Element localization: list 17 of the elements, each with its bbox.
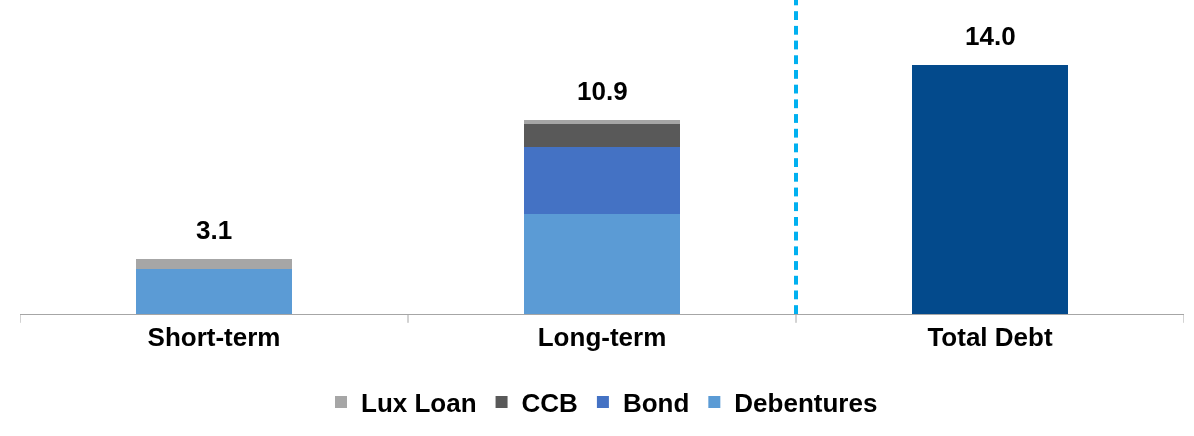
bar (524, 214, 680, 314)
bar (136, 269, 292, 314)
x-tick-label: Total Debt (927, 322, 1053, 353)
x-tick-label: Long-term (537, 322, 667, 353)
legend-label: Bond (622, 388, 690, 419)
bar (136, 258, 292, 270)
x-tick-label: Short-term (147, 322, 281, 353)
bar (524, 146, 680, 215)
bar (524, 120, 680, 124)
bar (524, 123, 680, 147)
annotation: 10.9 (577, 76, 628, 106)
legend-label: CCB (521, 388, 578, 419)
bar (912, 64, 1068, 314)
legend-label: Lux Loan (361, 388, 477, 419)
annotation: 3.1 (196, 215, 233, 245)
legend-label: Debentures (734, 388, 878, 419)
text: 14.0 (965, 21, 1016, 51)
